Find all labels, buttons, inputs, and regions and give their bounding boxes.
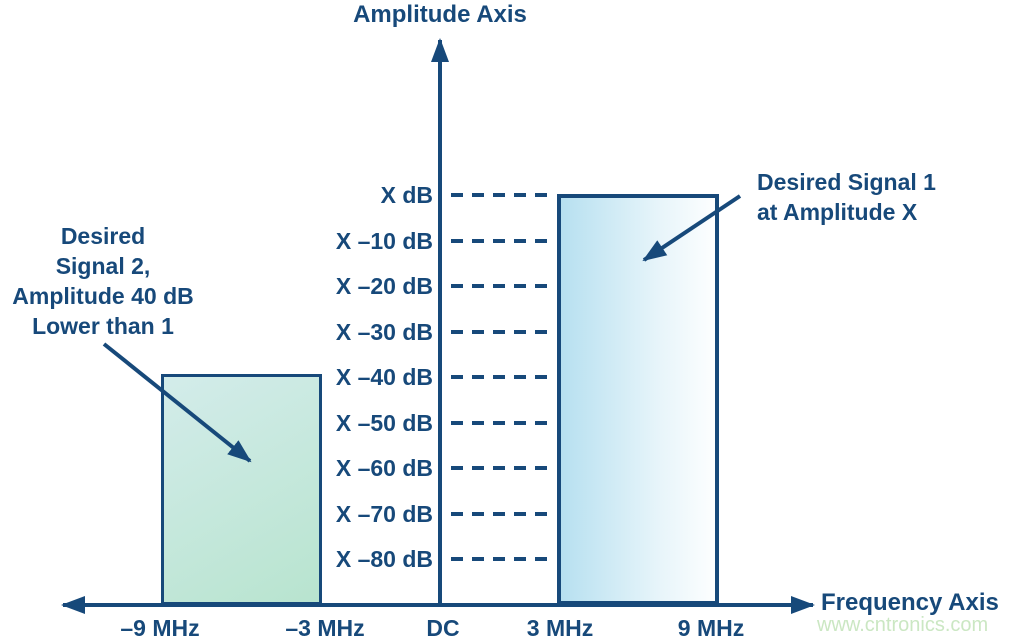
freq-tick-9mhz: 9 MHz bbox=[677, 615, 745, 641]
db-label-70: X –70 dB bbox=[335, 501, 433, 527]
watermark: www.cntronics.com bbox=[817, 614, 989, 636]
signal2-annotation-line: Signal 2, bbox=[55, 253, 151, 279]
signal2-annotation: Desired Signal 2, Amplitude 40 dB Lower … bbox=[3, 221, 203, 341]
db-label-60: X –60 dB bbox=[335, 455, 433, 481]
signal2-annotation-line: Amplitude 40 dB bbox=[12, 283, 194, 309]
signal1-bar bbox=[557, 194, 719, 605]
db-label-50: X –50 dB bbox=[335, 410, 433, 436]
signal2-annotation-line: Lower than 1 bbox=[32, 313, 174, 339]
signal1-annotation-line: at Amplitude X bbox=[757, 199, 918, 225]
freq-tick-neg3mhz: –3 MHz bbox=[285, 615, 365, 641]
freq-tick-neg9mhz: –9 MHz bbox=[120, 615, 200, 641]
db-label-10: X –10 dB bbox=[335, 228, 433, 254]
db-label-20: X –20 dB bbox=[335, 273, 433, 299]
frequency-axis-title: Frequency Axis bbox=[821, 589, 999, 616]
signal2-annotation-arrow bbox=[102, 342, 252, 463]
amplitude-axis-title: Amplitude Axis bbox=[353, 1, 527, 28]
db-label-80: X –80 dB bbox=[335, 546, 433, 572]
signal1-annotation-arrow bbox=[642, 194, 742, 262]
signal1-annotation-line: Desired Signal 1 bbox=[757, 169, 936, 195]
freq-tick-dc: DC bbox=[426, 615, 460, 641]
db-label-0: X dB bbox=[380, 182, 433, 208]
freq-tick-3mhz: 3 MHz bbox=[526, 615, 594, 641]
signal2-annotation-line: Desired bbox=[60, 223, 146, 249]
signal1-annotation: Desired Signal 1 at Amplitude X bbox=[757, 167, 936, 227]
db-label-30: X –30 dB bbox=[335, 319, 433, 345]
db-label-40: X –40 dB bbox=[335, 364, 433, 390]
